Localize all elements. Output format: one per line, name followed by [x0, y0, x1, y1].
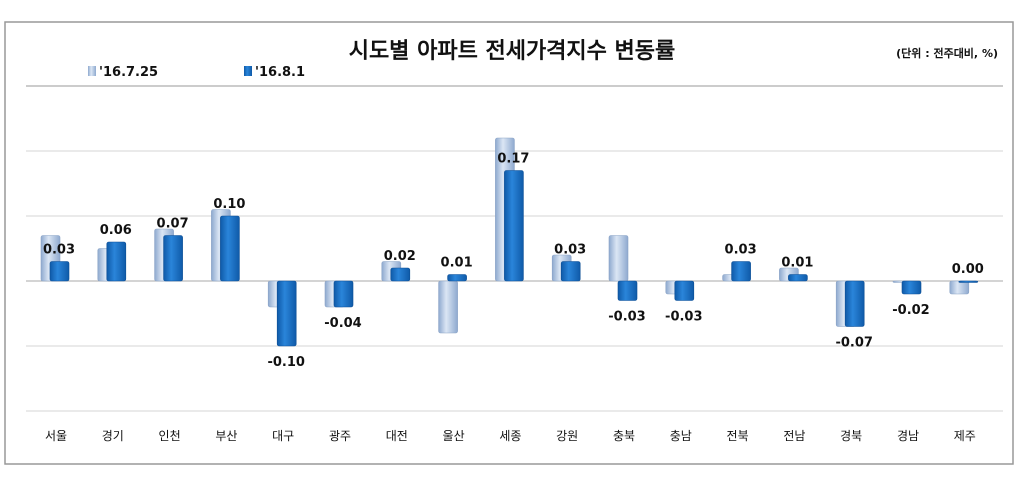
- bar-0801: [106, 241, 127, 282]
- category-label: 세종: [499, 429, 521, 443]
- data-label: 0.03: [43, 243, 75, 258]
- category-label: 경남: [897, 429, 919, 443]
- category-label: 대구: [272, 429, 294, 443]
- bar-0801: [333, 280, 354, 308]
- category-label: 인천: [159, 428, 181, 443]
- category-label: 충남: [670, 429, 692, 443]
- data-label: 0.01: [441, 256, 473, 271]
- category-label: 부산: [215, 429, 237, 443]
- bar-0801: [731, 261, 751, 282]
- bar-0801: [163, 235, 183, 282]
- category-label: 전북: [727, 429, 749, 443]
- category-label: 서울: [45, 429, 67, 443]
- data-label: 0.03: [554, 243, 586, 258]
- data-label: -0.04: [324, 316, 361, 331]
- category-label: 경기: [102, 429, 124, 443]
- data-label: 0.06: [100, 223, 132, 238]
- bar-0801: [560, 261, 581, 282]
- data-label: 0.02: [384, 249, 416, 264]
- data-label: 0.07: [157, 217, 189, 232]
- bar-0801: [447, 274, 467, 282]
- bar-0801: [276, 280, 297, 347]
- bar-0801: [844, 280, 865, 327]
- data-label: -0.03: [665, 310, 702, 325]
- data-label: -0.07: [835, 336, 872, 351]
- data-label: 0.17: [497, 152, 529, 167]
- bar-0801: [958, 280, 979, 283]
- chart-title: 시도별 아파트 전세가격지수 변동률: [349, 39, 676, 64]
- data-label: 0.00: [952, 262, 984, 277]
- bar-0725: [949, 280, 970, 295]
- bar-0725: [438, 280, 458, 334]
- category-label: 광주: [329, 429, 351, 443]
- category-label: 전남: [783, 429, 805, 443]
- data-label: 0.10: [213, 197, 245, 212]
- data-label: -0.02: [892, 303, 929, 318]
- category-label: 강원: [556, 429, 578, 443]
- category-label: 제주: [954, 429, 976, 443]
- legend-swatch-0725: [88, 66, 96, 76]
- bar-0801: [901, 280, 922, 295]
- category-label: 경북: [840, 429, 862, 443]
- bar-0801: [504, 170, 524, 282]
- legend: '16.7.25 '16.8.1: [88, 65, 305, 80]
- data-label: 0.01: [781, 256, 813, 271]
- legend-label-0801: '16.8.1: [255, 65, 305, 80]
- legend-label-0725: '16.7.25: [99, 65, 158, 80]
- data-label: 0.03: [725, 243, 757, 258]
- bar-0801: [788, 274, 808, 282]
- bar-0725: [608, 235, 629, 282]
- bar-0801: [617, 280, 638, 301]
- category-label: 울산: [443, 429, 465, 443]
- bar-0801: [390, 267, 411, 282]
- bar-0801: [220, 215, 240, 282]
- data-label: -0.10: [267, 355, 304, 370]
- category-label: 대전: [386, 429, 408, 443]
- category-label: 충북: [613, 429, 635, 443]
- legend-swatch-0801: [244, 66, 252, 76]
- bar-0801: [674, 280, 695, 301]
- bar-0801: [49, 261, 70, 282]
- unit-note: (단위 : 전주대비, %): [896, 46, 998, 60]
- data-label: -0.03: [608, 310, 645, 325]
